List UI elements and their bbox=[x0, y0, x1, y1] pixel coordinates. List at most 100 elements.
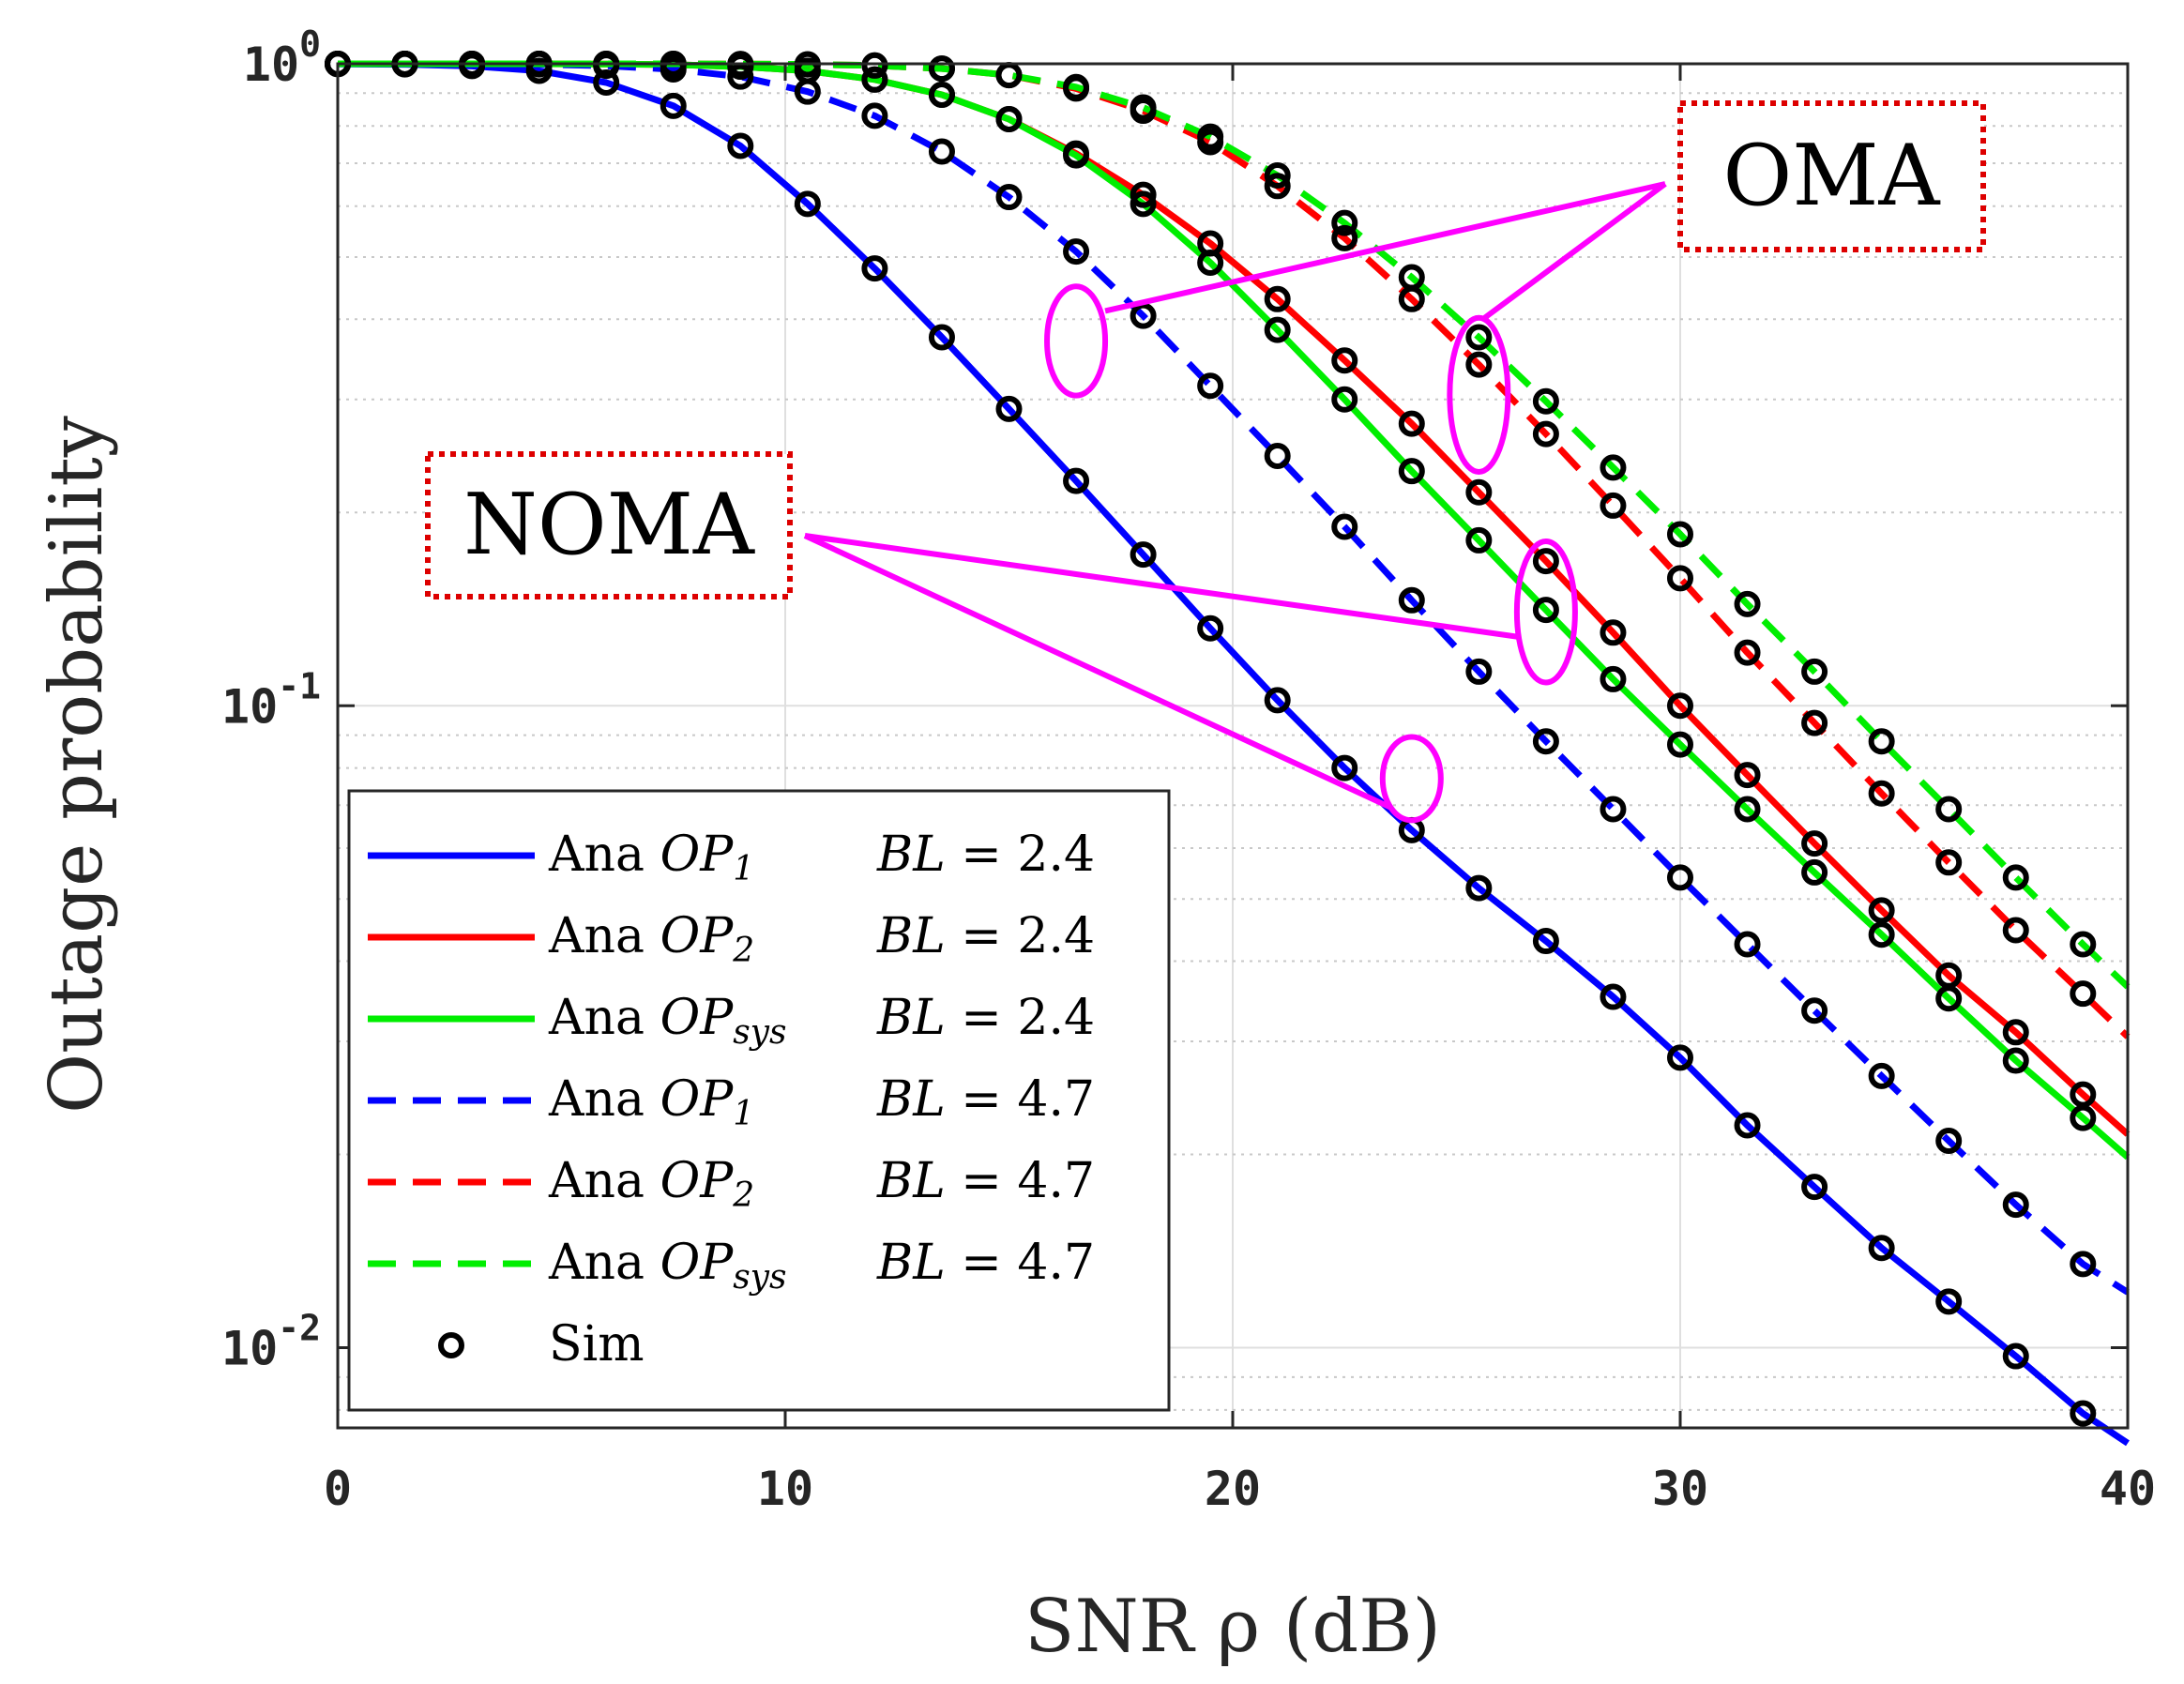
sim-marker bbox=[1398, 410, 1425, 437]
sim-marker bbox=[1734, 639, 1761, 666]
sim-marker bbox=[1130, 190, 1157, 218]
sim-marker bbox=[2002, 864, 2029, 891]
sim-marker bbox=[1197, 249, 1224, 276]
sim-marker bbox=[794, 78, 821, 105]
sim-marker bbox=[1600, 796, 1627, 823]
sim-marker bbox=[2070, 980, 2097, 1008]
sim-marker bbox=[1465, 526, 1493, 554]
noma-annotation-box: NOMA bbox=[425, 451, 793, 599]
sim-marker bbox=[1465, 351, 1493, 378]
sim-marker bbox=[727, 63, 754, 90]
noma-pointer-line-1 bbox=[804, 533, 1518, 640]
legend-rows: Ana OP1 BL = 2.4 Ana OP2 BL = 2.4 Ana OPsys B… bbox=[368, 827, 1095, 1373]
x-tick-label: 10 bbox=[757, 1462, 813, 1516]
x-axis-label: SNR ρ (dB) bbox=[1024, 1585, 1441, 1669]
sim-marker bbox=[1264, 316, 1291, 343]
sim-marker bbox=[1667, 521, 1693, 548]
x-tick-label: 20 bbox=[1205, 1462, 1261, 1516]
sim-marker bbox=[1063, 238, 1090, 265]
sim-marker bbox=[1532, 928, 1559, 955]
legend-label-3: Ana OPsys bbox=[548, 990, 787, 1052]
legend-label-sim: Sim bbox=[549, 1316, 645, 1373]
legend-label-1: Ana OP1 bbox=[548, 827, 754, 888]
sim-marker bbox=[1532, 597, 1559, 624]
sim-marker bbox=[1130, 94, 1157, 121]
series-line-4 bbox=[338, 60, 2130, 1296]
sim-marker bbox=[1130, 181, 1157, 208]
legend-bl-5: BL = 4.7 bbox=[876, 1153, 1095, 1209]
y-tick-label: 10-1 bbox=[221, 665, 321, 734]
sim-marker bbox=[1667, 1044, 1693, 1071]
sim-marker bbox=[1734, 796, 1761, 823]
oma-pointer-line-2 bbox=[1482, 181, 1667, 321]
sim-marker bbox=[1935, 796, 1963, 823]
sim-marker bbox=[2002, 1343, 2029, 1370]
sim-marker bbox=[1398, 458, 1425, 485]
sim-marker bbox=[1801, 997, 1828, 1024]
sim-marker bbox=[727, 132, 754, 159]
sim-marker bbox=[1331, 209, 1358, 236]
sim-marker bbox=[2070, 1251, 2097, 1278]
marker-layer bbox=[325, 51, 2097, 1427]
sim-marker bbox=[1532, 548, 1559, 575]
sim-marker bbox=[2002, 1191, 2029, 1219]
sim-marker bbox=[1667, 864, 1693, 891]
sim-marker bbox=[1868, 728, 1895, 755]
sim-marker bbox=[2070, 1104, 2097, 1131]
sim-marker bbox=[1398, 264, 1425, 291]
sim-marker bbox=[1734, 1112, 1761, 1139]
sim-marker bbox=[1532, 728, 1559, 755]
sim-marker bbox=[1600, 454, 1627, 481]
noma-annotation-text: NOMA bbox=[463, 476, 755, 574]
sim-marker bbox=[1868, 897, 1895, 924]
sim-marker bbox=[928, 324, 955, 351]
series-line-5 bbox=[338, 60, 2131, 1039]
callout-layer bbox=[803, 181, 1667, 824]
sim-marker bbox=[928, 81, 955, 108]
legend: Ana OP1 BL = 2.4 Ana OP2 BL = 2.4 Ana OPsys B… bbox=[347, 789, 1171, 1412]
sim-marker bbox=[1264, 285, 1291, 312]
sim-marker bbox=[1331, 513, 1358, 540]
legend-sim-marker bbox=[438, 1332, 464, 1358]
sim-marker bbox=[1600, 665, 1627, 692]
series-line-1 bbox=[337, 60, 2130, 1447]
sim-marker bbox=[995, 184, 1023, 211]
sim-marker bbox=[995, 105, 1023, 132]
sim-marker bbox=[1734, 931, 1761, 958]
oma-annotation-box: OMA bbox=[1677, 100, 1986, 252]
sim-marker bbox=[1331, 386, 1358, 413]
sim-marker bbox=[1868, 1235, 1895, 1262]
sim-marker bbox=[1197, 372, 1224, 400]
sim-marker bbox=[1130, 541, 1157, 569]
sim-marker bbox=[1465, 324, 1493, 351]
sim-marker bbox=[995, 395, 1023, 422]
x-tick-label: 40 bbox=[2100, 1462, 2156, 1516]
sim-marker bbox=[1935, 1128, 1963, 1155]
x-tick-label: 30 bbox=[1652, 1462, 1708, 1516]
callout-ellipse-3 bbox=[1513, 538, 1578, 686]
sim-marker bbox=[1331, 754, 1358, 781]
sim-marker bbox=[1264, 687, 1291, 714]
sim-marker bbox=[1130, 302, 1157, 329]
y-tick-label: 100 bbox=[243, 23, 321, 92]
sim-marker bbox=[2002, 917, 2029, 944]
y-tick-label: 10-2 bbox=[221, 1308, 321, 1376]
sim-marker bbox=[1600, 492, 1627, 519]
oma-annotation-text: OMA bbox=[1723, 127, 1941, 225]
legend-bl-1: BL = 2.4 bbox=[876, 827, 1095, 883]
legend-label-5: Ana OP2 bbox=[548, 1153, 754, 1215]
sim-marker bbox=[1667, 565, 1693, 592]
sim-marker bbox=[2070, 931, 2097, 958]
sim-marker bbox=[1868, 921, 1895, 948]
sim-marker bbox=[1801, 658, 1828, 685]
x-tick-label: 0 bbox=[324, 1462, 352, 1516]
sim-marker bbox=[2002, 1047, 2029, 1074]
sim-marker bbox=[861, 52, 888, 79]
sim-marker bbox=[1465, 478, 1493, 506]
legend-label-4: Ana OP1 bbox=[548, 1071, 754, 1133]
series-line-6 bbox=[338, 60, 2131, 990]
sim-marker bbox=[1532, 420, 1559, 448]
sim-marker bbox=[1532, 387, 1559, 415]
sim-marker bbox=[928, 138, 955, 165]
